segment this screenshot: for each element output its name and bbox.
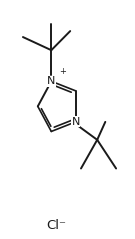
Text: N: N <box>71 117 80 127</box>
Text: +: + <box>59 67 66 76</box>
Text: Cl⁻: Cl⁻ <box>47 219 67 232</box>
Text: N: N <box>47 76 55 86</box>
